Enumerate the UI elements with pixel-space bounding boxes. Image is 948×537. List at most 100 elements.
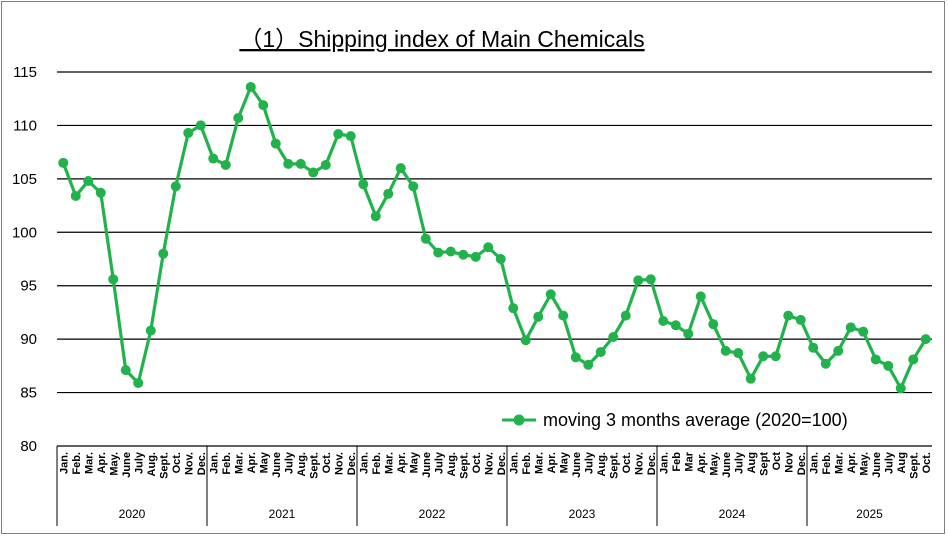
x-tick-label-2024-2: Feb	[671, 452, 683, 472]
data-point-22	[320, 159, 331, 170]
data-point-8	[145, 325, 156, 336]
data-point-57	[758, 351, 769, 362]
data-point-17	[258, 100, 269, 111]
data-point-20	[295, 158, 306, 169]
x-tick-label-2025-3: Mar.	[833, 452, 845, 474]
data-point-60	[795, 314, 806, 325]
data-point-47	[633, 275, 644, 286]
data-point-38	[520, 335, 531, 346]
data-point-13	[208, 153, 219, 164]
x-tick-label-2022-2: Feb.	[371, 452, 383, 475]
x-tick-label-2024-11: Nov	[783, 451, 795, 473]
x-tick-label-2025-9: Sept.	[908, 452, 920, 479]
x-tick-label-2024-7: July	[733, 451, 745, 474]
x-tick-label-2024-6: June	[721, 452, 733, 478]
data-point-10	[170, 181, 181, 192]
x-tick-label-2021-7: July	[283, 451, 295, 474]
x-tick-label-2023-4: Apr.	[546, 452, 558, 473]
year-label-2020: 2020	[119, 507, 146, 521]
data-point-43	[583, 359, 594, 370]
data-point-65	[858, 326, 869, 337]
x-tick-label-2024-3: Mar	[683, 451, 695, 471]
data-point-49	[658, 315, 669, 326]
data-point-63	[833, 345, 844, 356]
x-tick-label-2021-3: Mar.	[233, 452, 245, 474]
x-tick-label-2021-5: May	[258, 451, 270, 473]
legend-dot-marker	[513, 414, 525, 426]
x-tick-label-2021-12: Dec.	[346, 452, 358, 475]
x-tick-label-2023-10: Oct.	[621, 452, 633, 473]
data-point-35	[483, 242, 494, 253]
data-point-37	[508, 303, 519, 314]
x-tick-label-2023-11: Nov.	[633, 452, 645, 475]
x-tick-label-2025-6: June	[871, 452, 883, 478]
year-label-2024: 2024	[719, 507, 746, 521]
data-point-30	[420, 233, 431, 244]
data-point-25	[358, 179, 369, 190]
x-tick-label-2025-4: Apr.	[846, 452, 858, 473]
data-point-66	[870, 354, 881, 365]
data-point-40	[545, 289, 556, 300]
x-tick-label-2023-8: Aug.	[596, 452, 608, 476]
legend: moving 3 months average (2020=100)	[502, 410, 848, 430]
x-tick-label-2025-7: July	[883, 451, 895, 474]
x-tick-label-2021-1: Jan.	[208, 452, 220, 474]
x-tick-label-2020-8: Aug.	[146, 452, 158, 476]
x-tick-label-2022-7: July	[433, 451, 445, 474]
x-tick-label-2023-5: May	[558, 451, 570, 473]
data-point-55	[733, 348, 744, 359]
data-point-5	[108, 274, 119, 285]
data-point-44	[595, 346, 606, 357]
x-tick-label-2023-2: Feb.	[521, 452, 533, 475]
chart-title: （1）Shipping index of Main Chemicals	[239, 26, 644, 52]
data-point-7	[133, 377, 144, 388]
year-label-2025: 2025	[856, 507, 883, 521]
y-axis: 80 85 90 95 100 105 110 115	[12, 64, 37, 455]
data-point-11	[183, 127, 194, 138]
data-point-59	[783, 310, 794, 321]
x-tick-label-2022-1: Jan.	[358, 452, 370, 474]
data-point-52	[695, 291, 706, 302]
data-point-32	[445, 246, 456, 257]
x-tick-label-2022-9: Sept.	[458, 452, 470, 479]
data-point-62	[820, 358, 831, 369]
legend-label: moving 3 months average (2020=100)	[543, 410, 848, 430]
data-point-15	[233, 112, 244, 123]
x-tick-label-2023-7: July	[583, 451, 595, 474]
data-point-50	[670, 320, 681, 331]
data-point-46	[620, 310, 631, 321]
x-tick-label-2023-9: Sept.	[608, 452, 620, 479]
x-tick-label-2020-7: July	[133, 451, 145, 474]
data-point-12	[195, 120, 206, 131]
x-tick-label-2023-1: Jan.	[508, 452, 520, 474]
x-tick-label-2021-9: Sept.	[308, 452, 320, 479]
x-tick-label-2020-2: Feb.	[71, 452, 83, 475]
y-tick-label-85: 85	[20, 385, 37, 402]
x-tick-label-2024-1: Jan.	[658, 452, 670, 474]
x-tick-label-2022-11: Nov.	[483, 452, 495, 475]
x-tick-label-2023-12: Dec.	[646, 452, 658, 475]
data-point-1	[58, 157, 69, 168]
data-point-61	[808, 342, 819, 353]
x-tick-label-2025-10: Oct.	[921, 452, 933, 473]
x-tick-label-2024-10: Oct	[771, 452, 783, 471]
x-tick-label-2023-3: Mar.	[533, 452, 545, 474]
data-point-14	[220, 159, 231, 170]
data-point-36	[495, 254, 506, 264]
data-point-33	[458, 249, 469, 260]
data-point-29	[408, 181, 419, 192]
x-tick-label-2022-6: June	[421, 452, 433, 478]
data-point-69	[908, 354, 919, 365]
x-tick-label-2020-12: Dec.	[196, 452, 208, 475]
x-tick-label-2020-10: Oct.	[171, 452, 183, 473]
x-tick-label-2021-11: Nov.	[333, 452, 345, 475]
x-tick-label-2020-1: Jan.	[58, 452, 70, 474]
x-tick-label-2020-5: May.	[108, 452, 120, 476]
gridlines	[57, 71, 932, 394]
data-point-54	[720, 345, 731, 356]
x-tick-label-2022-8: Aug.	[446, 452, 458, 476]
data-point-23	[333, 128, 344, 139]
data-point-34	[470, 251, 481, 262]
